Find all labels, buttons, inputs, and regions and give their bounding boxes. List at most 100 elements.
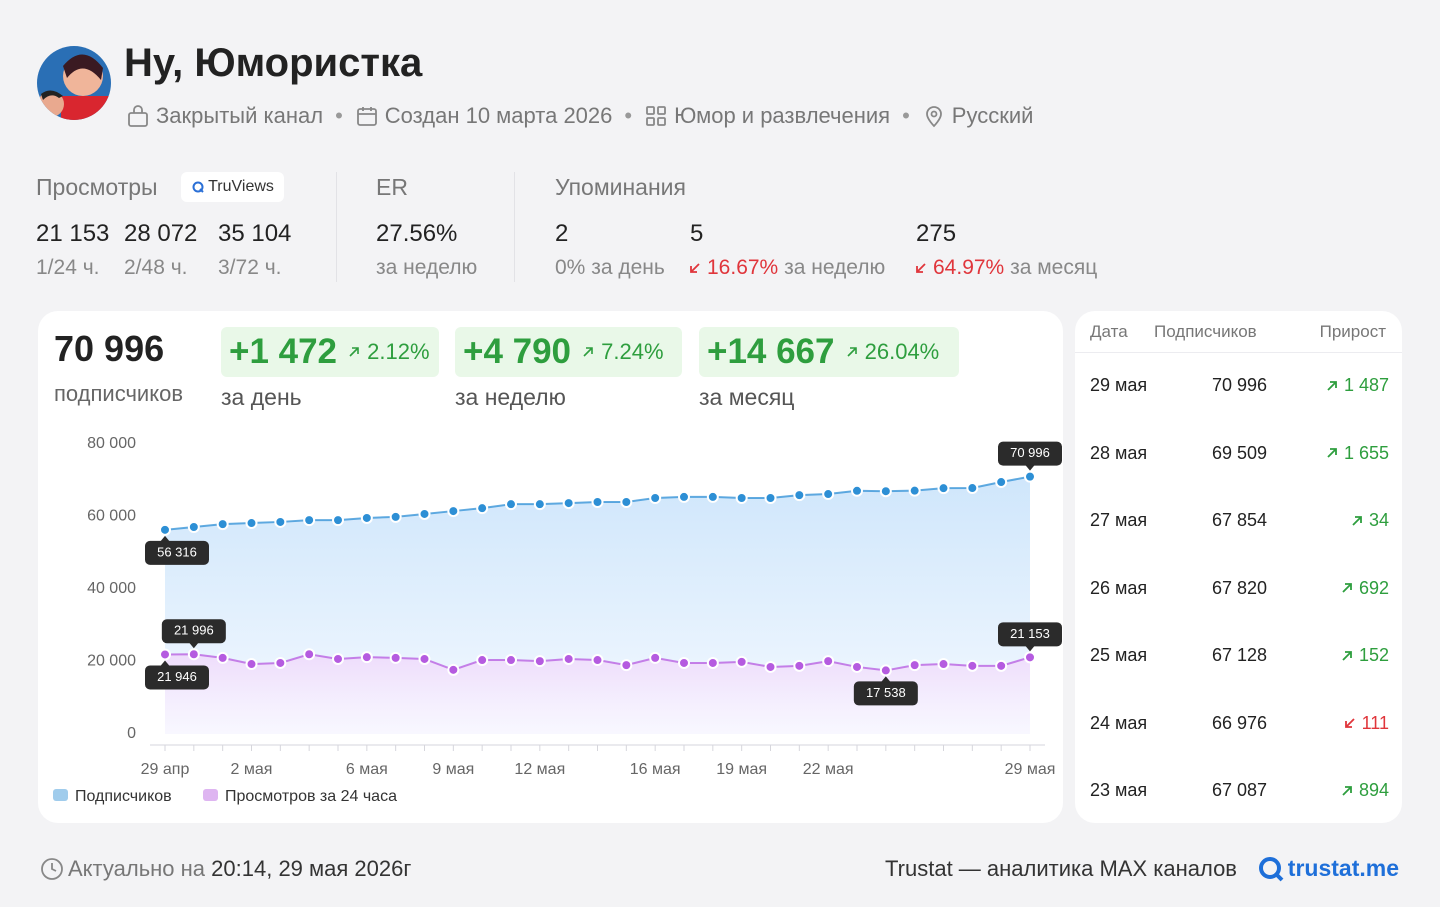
- gain-value: +14 667: [707, 332, 835, 371]
- point: [1024, 470, 1036, 483]
- y-tick-label: 40 000: [87, 580, 136, 597]
- period: за месяц: [1010, 256, 1098, 279]
- row-subscribers: 70 996: [1211, 375, 1267, 395]
- point: [447, 663, 460, 676]
- gain-value: +4 790: [463, 332, 572, 371]
- location-icon: [925, 106, 942, 128]
- point: [995, 476, 1008, 489]
- point: [908, 659, 921, 672]
- tooltip: 70 996: [998, 441, 1062, 471]
- mentions-value: 5: [690, 220, 704, 247]
- point: [966, 659, 979, 672]
- meta-item: Закрытый канал: [156, 103, 324, 128]
- point: [562, 497, 575, 510]
- mentions-change: 0% за день: [555, 256, 665, 280]
- row-gain: 34: [1350, 510, 1389, 531]
- point: [966, 482, 979, 495]
- point: [274, 515, 287, 528]
- meta-item: Русский: [951, 103, 1034, 128]
- point: [274, 656, 287, 669]
- y-tick-label: 60 000: [87, 508, 136, 525]
- point: [332, 514, 344, 527]
- table-card: [1075, 311, 1402, 823]
- x-tick-label: 9 мая: [432, 761, 474, 778]
- divider: [514, 172, 515, 282]
- tooltip-pointer: [160, 660, 170, 667]
- row-subscribers: 66 976: [1211, 712, 1267, 733]
- gain-value: +1 472: [229, 332, 338, 371]
- site-link[interactable]: trustat.me: [1287, 855, 1399, 881]
- tooltip: 17 538: [853, 676, 918, 706]
- gain-percent: 26.04%: [864, 339, 940, 364]
- views-period: 1/24 ч.: [36, 256, 100, 279]
- clock-icon: [41, 858, 63, 880]
- period: за неделю: [784, 256, 886, 279]
- point: [303, 514, 316, 527]
- tagline: Trustat — аналитика MAX каналов: [885, 856, 1237, 881]
- point: [735, 492, 748, 505]
- x-tick-label: 29 апр: [141, 761, 190, 778]
- meta-row: Закрытый канал • Создан 10 марта 2026 • Юм…: [126, 102, 1033, 130]
- change: 16.67%: [707, 256, 779, 279]
- value-label: 21 153: [1010, 626, 1050, 641]
- point: [1024, 651, 1036, 664]
- point: [245, 517, 258, 530]
- row-subscribers: 69 509: [1211, 442, 1267, 463]
- gain-value: 152: [1358, 645, 1389, 665]
- point: [908, 484, 921, 497]
- gain-value: 894: [1358, 780, 1389, 800]
- point: [245, 658, 258, 671]
- x-tick-label: 12 мая: [514, 761, 565, 778]
- gain-badge: +14 667 26.04%: [699, 327, 959, 377]
- area-fill: [165, 654, 1030, 734]
- updated-label: Актуально на: [68, 856, 206, 881]
- x-tick-label: 2 мая: [231, 761, 273, 778]
- point: [649, 492, 662, 505]
- updated-time: 20:14, 29 мая 2026г: [211, 856, 412, 881]
- x-tick-label: 16 мая: [630, 761, 681, 778]
- point: [649, 651, 662, 664]
- point: [389, 510, 402, 523]
- tooltip-pointer: [1025, 464, 1035, 471]
- point: [706, 490, 719, 503]
- tooltip-box: [161, 619, 226, 644]
- row-date: 25 мая: [1090, 645, 1148, 665]
- tooltip: 21 153: [998, 622, 1062, 652]
- row-gain: 1 655: [1325, 443, 1389, 464]
- point: [533, 498, 546, 511]
- avatar: [37, 46, 111, 120]
- y-tick-label: 80 000: [87, 435, 136, 452]
- mentions-value: 2: [555, 220, 569, 247]
- change: 64.97%: [933, 256, 1005, 279]
- row-subscribers: 67 820: [1211, 577, 1267, 598]
- category-icon: [646, 106, 667, 126]
- er-period: за неделю: [376, 256, 478, 279]
- row-date: 29 мая: [1090, 375, 1148, 395]
- tooltip-box: [998, 622, 1062, 647]
- point: [418, 507, 431, 520]
- point: [793, 659, 806, 672]
- row-subscribers: 67 854: [1211, 510, 1267, 530]
- row-gain: 1 487: [1325, 375, 1389, 396]
- x-tick-label: 19 мая: [716, 761, 767, 778]
- meta-item: Юмор и развлечения: [674, 103, 891, 128]
- point: [216, 651, 229, 664]
- subscribers-label: подписчиков: [54, 381, 184, 406]
- lock-icon: [128, 105, 148, 127]
- row-gain: 894: [1340, 780, 1389, 801]
- mentions-change: 16.67% за неделю: [688, 256, 885, 280]
- point: [591, 654, 604, 667]
- mentions-value: 275: [916, 220, 957, 247]
- er-value: 27.56%: [376, 220, 458, 247]
- point: [389, 651, 402, 664]
- point: [706, 656, 719, 669]
- point: [735, 655, 748, 668]
- divider: [336, 172, 337, 282]
- row-gain: 152: [1340, 645, 1389, 666]
- point: [476, 502, 489, 515]
- gain-value: 692: [1358, 577, 1389, 598]
- badge-text: TruViews: [208, 178, 274, 195]
- row-date: 24 мая: [1090, 712, 1148, 733]
- point: [591, 496, 604, 508]
